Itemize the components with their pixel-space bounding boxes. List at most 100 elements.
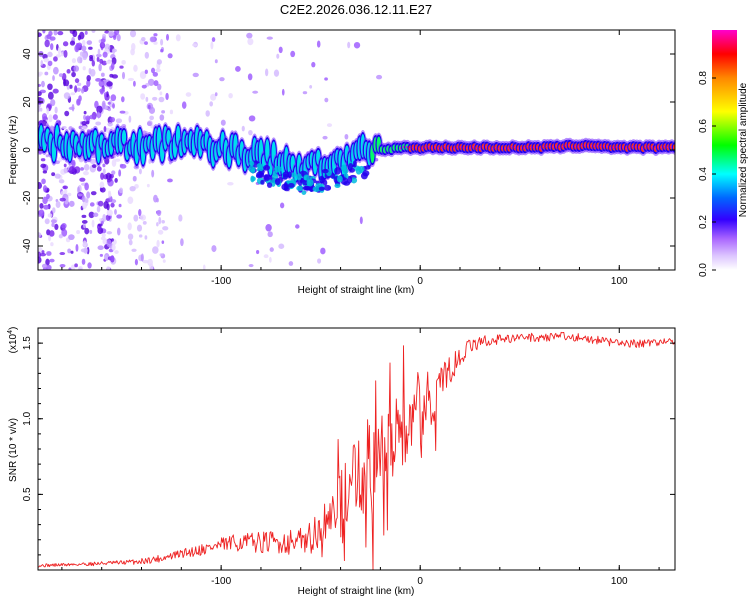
spectrogram-y-tick-label: 40 [22, 48, 33, 60]
spectrogram-speckle [82, 240, 87, 247]
ridge-blob [312, 186, 321, 192]
ridge-blob [301, 190, 307, 195]
spectrogram-speckle [144, 51, 150, 59]
spectrogram-speckle [91, 219, 95, 228]
spectrogram-speckle [81, 258, 86, 265]
snr-y-tick-label: 1.5 [22, 336, 33, 350]
spectrogram-speckle [151, 67, 156, 74]
ridge-blob [318, 186, 325, 191]
spectrogram-speckle [82, 170, 89, 176]
spectrogram-speckle [159, 91, 163, 96]
spectrogram-speckle [142, 221, 147, 225]
spectrogram-speckle [110, 117, 116, 123]
spectrogram-speckle [72, 30, 78, 38]
spectrogram-speckle [103, 125, 107, 133]
spectrogram-speckle [96, 56, 100, 62]
ridge-blob [362, 170, 370, 177]
spectrogram-speckle [44, 39, 50, 48]
spectrogram-speckle [46, 264, 52, 270]
spectrogram-speckle [165, 92, 169, 101]
spectrogram-speckle [47, 51, 53, 58]
spectrogram-speckle [322, 135, 328, 140]
spectrogram-speckle [247, 38, 254, 46]
spectrogram-speckle [162, 226, 169, 231]
spectrogram-speckle [51, 172, 56, 177]
ridge-blob [322, 168, 329, 174]
spectrogram-speckle [76, 230, 81, 235]
spectrogram-speckle [252, 90, 259, 94]
spectrogram-speckle [77, 193, 83, 197]
spectrogram-speckle [311, 61, 316, 68]
spectrogram-speckle [55, 201, 61, 208]
spectrogram-speckle [166, 33, 169, 41]
spectrogram-speckle [210, 41, 214, 50]
spectrogram-speckle [129, 185, 136, 192]
spectrogram-speckle [320, 247, 326, 255]
spectrogram-speckle [59, 252, 66, 256]
spectrogram-speckle [160, 38, 164, 46]
spectrogram-speckle [131, 248, 137, 252]
spectrogram-speckle [118, 169, 122, 177]
ridge-blob [303, 174, 310, 181]
spectrogram-speckle [107, 101, 111, 105]
spectrogram-speckle [38, 105, 41, 113]
spectrogram-speckle [58, 234, 63, 239]
spectrogram-speckle [133, 64, 138, 72]
spectrogram-speckle [157, 229, 164, 235]
ridge-blob [290, 172, 296, 178]
spectrogram-speckle [265, 68, 269, 77]
spectrogram-speckle [100, 38, 106, 43]
spectrogram-speckle [119, 65, 124, 69]
spectrogram-speckle [302, 91, 308, 95]
spectrogram-speckle [47, 60, 53, 67]
spectrogram-speckle [96, 205, 101, 213]
spectrogram-speckle [267, 231, 273, 238]
spectrogram-speckle [89, 202, 95, 207]
spectrogram-speckle [71, 104, 75, 112]
spectrogram-speckle [134, 258, 138, 266]
ridge-blob [266, 182, 273, 188]
spectrogram-speckle [82, 66, 86, 71]
spectrogram-speckle [68, 234, 75, 241]
spectrogram-speckle [91, 164, 97, 169]
spectrogram-speckle [376, 74, 383, 80]
spectrogram-speckle [107, 107, 112, 112]
spectrogram-speckle [85, 115, 91, 121]
spectrogram-speckle [185, 92, 192, 97]
spectrogram-speckle [77, 34, 82, 41]
spectrogram-speckle [178, 214, 183, 222]
ridge-blob [348, 163, 354, 170]
spectrogram-speckle [50, 219, 57, 224]
spectrogram-speckle [136, 224, 143, 232]
spectrogram-speckle [54, 106, 58, 114]
spectrogram-speckle [45, 258, 50, 266]
spectrogram-speckle [90, 191, 97, 196]
spectrogram-speckle [63, 92, 71, 100]
spectrogram-speckle [44, 218, 50, 225]
spectrogram-speckle [97, 223, 103, 227]
spectrogram-x-label: Height of straight line (km) [298, 285, 415, 296]
ridge-blob [302, 180, 309, 186]
spectrogram-speckle [128, 239, 133, 246]
spectrogram-speckle [108, 30, 115, 37]
spectrogram-speckle [40, 60, 44, 66]
ridge-blob [282, 171, 290, 178]
spectrogram-speckle [263, 254, 269, 259]
spectrogram-speckle [156, 59, 162, 65]
spectrogram-speckle [83, 114, 87, 120]
spectrogram-speckle [106, 231, 113, 235]
spectrogram-speckle [326, 123, 333, 128]
ridge-blob [334, 183, 341, 188]
spectrogram-speckle [73, 65, 80, 72]
spectrogram-speckle [281, 88, 285, 96]
ridge-blob [352, 160, 357, 168]
spectrogram-speckle [91, 30, 96, 33]
spectrogram-speckle [119, 110, 126, 114]
spectrogram-speckle [76, 98, 81, 106]
spectrogram-y-tick-label: -20 [22, 190, 33, 205]
spectrogram-speckle [66, 69, 71, 74]
spectrogram-speckle [149, 36, 155, 43]
spectrogram-speckle [214, 59, 218, 64]
spectrogram-speckle [105, 60, 112, 65]
ridge-blob [323, 184, 332, 191]
